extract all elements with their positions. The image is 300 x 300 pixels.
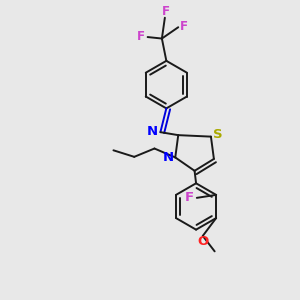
Text: S: S: [213, 128, 222, 141]
Text: N: N: [162, 151, 173, 164]
Text: O: O: [197, 235, 208, 248]
Text: F: F: [137, 30, 145, 43]
Text: N: N: [146, 125, 158, 138]
Text: F: F: [185, 191, 194, 204]
Text: F: F: [180, 20, 188, 33]
Text: F: F: [162, 5, 170, 18]
